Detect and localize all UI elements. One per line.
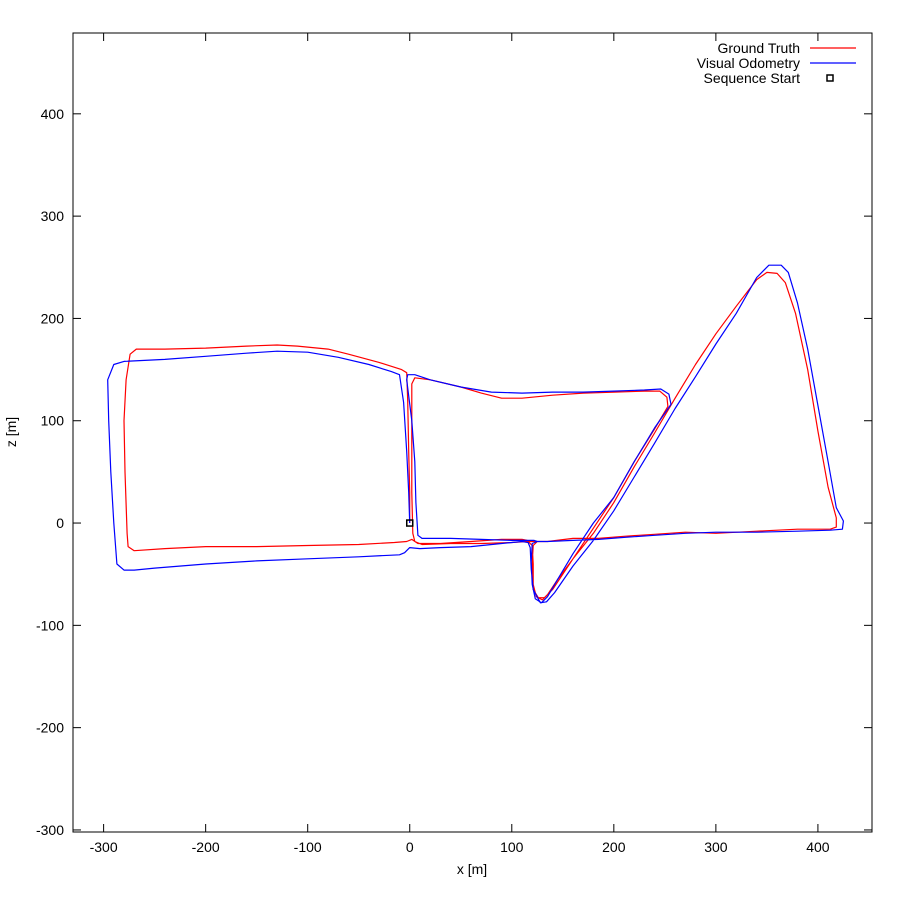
y-tick-label: 400	[41, 106, 65, 122]
x-tick-label: 400	[806, 839, 830, 855]
x-tick-label: -200	[192, 839, 220, 855]
x-tick-label: 300	[704, 839, 728, 855]
x-tick-label: -300	[90, 839, 118, 855]
y-axis-label: z [m]	[3, 417, 19, 447]
y-tick-label: -200	[36, 720, 64, 736]
y-tick-label: -100	[36, 617, 64, 633]
x-axis-ticks: -300 -200 -100 0 100 200 300 400	[90, 33, 830, 855]
series-layer	[107, 264, 845, 604]
legend-label: Sequence Start	[703, 70, 800, 86]
start-layer	[405, 519, 414, 527]
x-axis-label: x [m]	[457, 861, 487, 877]
y-tick-label: 100	[41, 413, 65, 429]
series-ground-truth-line	[123, 271, 837, 601]
y-axis-ticks: -300 -200 -100 0 100 200 300 400	[36, 106, 872, 838]
y-tick-label: -300	[36, 822, 64, 838]
x-tick-label: 200	[602, 839, 626, 855]
x-tick-label: -100	[294, 839, 322, 855]
sequence-start-marker	[405, 519, 414, 527]
legend-swatch-square	[826, 74, 834, 82]
y-tick-label: 200	[41, 310, 65, 326]
plot-frame	[72, 32, 873, 833]
legend-label: Visual Odometry	[697, 55, 800, 71]
y-tick-label: 300	[41, 208, 65, 224]
series-visual-odometry-line	[107, 264, 845, 604]
legend-label: Ground Truth	[718, 40, 801, 56]
x-tick-label: 100	[500, 839, 524, 855]
x-tick-label: 0	[406, 839, 414, 855]
y-tick-label: 0	[56, 515, 64, 531]
